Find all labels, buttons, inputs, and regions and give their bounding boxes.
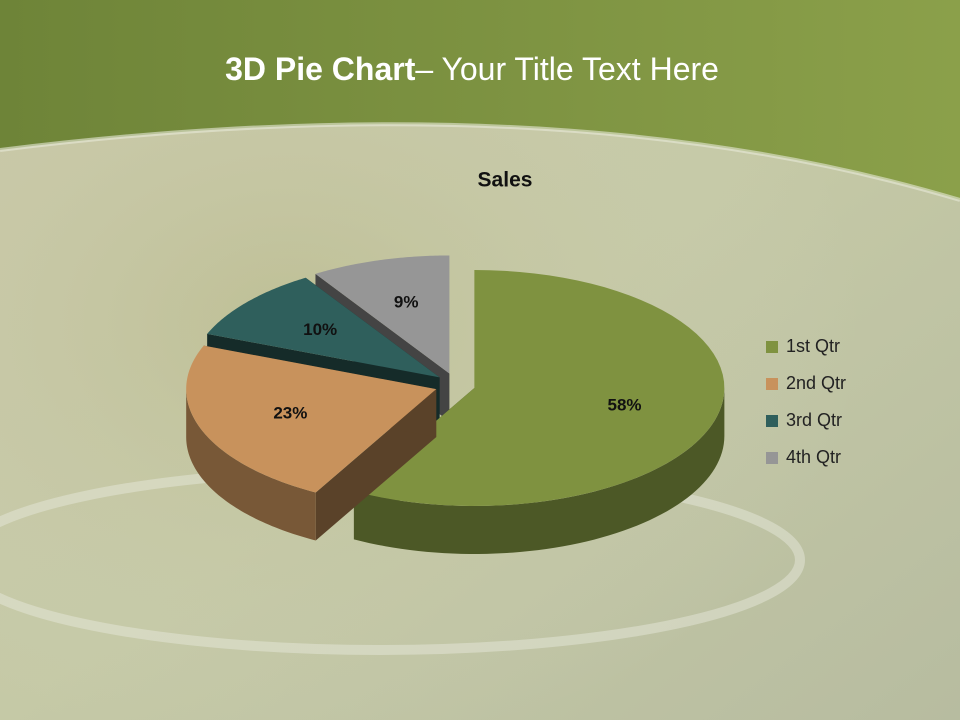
slice (186, 345, 437, 493)
legend-swatch (766, 452, 778, 464)
legend-swatch (766, 341, 778, 353)
slice (207, 277, 440, 378)
data-label: 10% (303, 320, 337, 339)
title-rest: – Your Title Text Here (415, 51, 719, 87)
data-label: 9% (394, 293, 419, 312)
title-lead: 3D Pie Chart (225, 51, 416, 87)
data-label: 23% (273, 403, 307, 422)
slice (353, 269, 725, 506)
data-label: 58% (607, 396, 641, 415)
legend-label: 4th Qtr (786, 447, 841, 467)
header-band (0, 0, 960, 200)
slice (315, 255, 450, 374)
legend-swatch (766, 378, 778, 390)
slice-side (353, 387, 725, 554)
slice-side (186, 389, 316, 541)
slide-title: 3D Pie Chart– Your Title Text Here (225, 51, 719, 87)
legend-label: 1st Qtr (786, 336, 840, 356)
legend-swatch (766, 415, 778, 427)
header-curve (0, 122, 960, 202)
legend: 1st Qtr 2nd Qtr 3rd Qtr 4th Qtr (766, 336, 846, 467)
pie: 58% 23% 10% 9% (186, 255, 725, 554)
legend-label: 2nd Qtr (786, 373, 846, 393)
legend-label: 3rd Qtr (786, 410, 842, 430)
chart-title: Sales (478, 169, 533, 192)
